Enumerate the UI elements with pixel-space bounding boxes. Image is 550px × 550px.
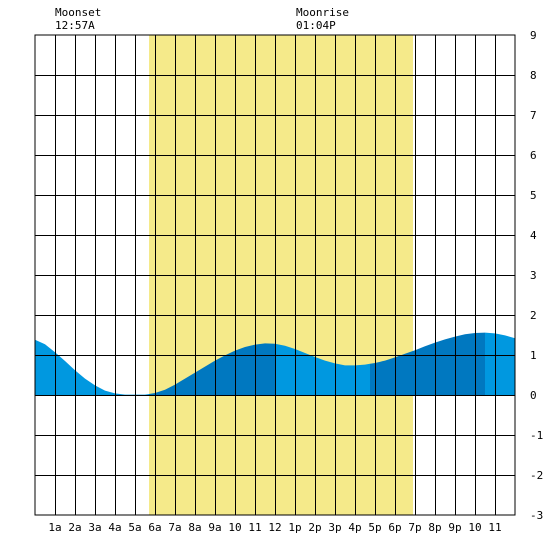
x-tick-label: 2p bbox=[308, 521, 321, 534]
x-tick-label: 11 bbox=[488, 521, 501, 534]
tide-area-band-0 bbox=[35, 339, 149, 395]
moonrise-label: Moonrise bbox=[296, 6, 349, 19]
y-tick-label: -3 bbox=[530, 509, 543, 522]
x-tick-label: 8a bbox=[188, 521, 201, 534]
x-tick-label: 10 bbox=[468, 521, 481, 534]
grid-layer bbox=[35, 35, 515, 515]
x-tick-label: 9a bbox=[208, 521, 221, 534]
x-tick-label: 1p bbox=[288, 521, 301, 534]
x-tick-label: 5a bbox=[128, 521, 141, 534]
y-tick-label: 7 bbox=[530, 109, 537, 122]
x-tick-label: 10 bbox=[228, 521, 241, 534]
y-tick-label: 9 bbox=[530, 29, 537, 42]
y-tick-label: -1 bbox=[530, 429, 543, 442]
x-tick-label: 2a bbox=[68, 521, 81, 534]
tide-area-layer bbox=[35, 332, 515, 395]
tide-area-band-1 bbox=[149, 343, 275, 395]
x-tick-label: 4p bbox=[348, 521, 361, 534]
x-tick-label: 11 bbox=[248, 521, 261, 534]
y-tick-label: 2 bbox=[530, 309, 537, 322]
x-tick-label: 7p bbox=[408, 521, 421, 534]
plot-frame bbox=[34, 34, 516, 516]
tide-area-band-3 bbox=[370, 332, 485, 395]
y-tick-labels: -3 -2 -1 0 1 2 3 4 5 6 7 8 9 bbox=[530, 29, 543, 522]
moonset-label: Moonset bbox=[55, 6, 101, 19]
tide-area-band-2 bbox=[275, 343, 370, 395]
x-tick-labels: 1a 2a 3a 4a 5a 6a 7a 8a 9a 10 11 12 1p 2p 3p 4p 5p 6p 7p 8p… bbox=[48, 521, 501, 534]
x-tick-label: 7a bbox=[168, 521, 181, 534]
x-tick-label: 3p bbox=[328, 521, 341, 534]
x-tick-label: 1a bbox=[48, 521, 61, 534]
y-tick-label: 0 bbox=[530, 389, 537, 402]
y-tick-label: 6 bbox=[530, 149, 537, 162]
moonset-time: 12:57A bbox=[55, 19, 95, 32]
y-tick-label: 5 bbox=[530, 189, 537, 202]
moonrise-time: 01:04P bbox=[296, 19, 336, 32]
y-tick-label: 1 bbox=[530, 349, 537, 362]
x-tick-label: 6a bbox=[148, 521, 161, 534]
x-tick-label: 12 bbox=[268, 521, 281, 534]
y-tick-label: 4 bbox=[530, 229, 537, 242]
y-tick-label: -2 bbox=[530, 469, 543, 482]
x-tick-label: 4a bbox=[108, 521, 121, 534]
x-tick-label: 8p bbox=[428, 521, 441, 534]
y-tick-label: 8 bbox=[530, 69, 537, 82]
x-tick-label: 5p bbox=[368, 521, 381, 534]
x-tick-label: 9p bbox=[448, 521, 461, 534]
x-tick-label: 3a bbox=[88, 521, 101, 534]
tide-area-band-4 bbox=[485, 332, 515, 395]
x-tick-label: 6p bbox=[388, 521, 401, 534]
y-tick-label: 3 bbox=[530, 269, 537, 282]
